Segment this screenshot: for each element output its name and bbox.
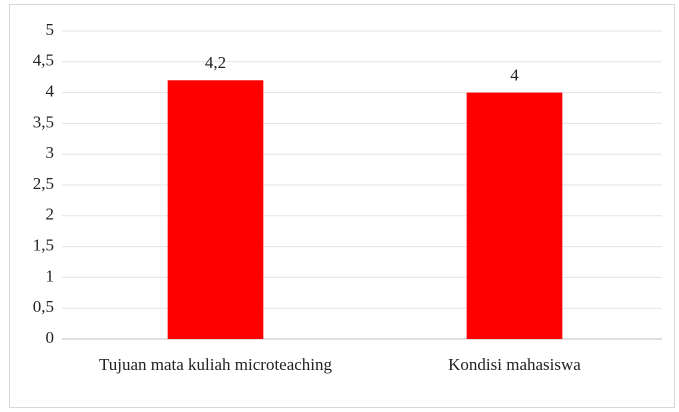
y-tick-label: 1 <box>46 266 55 285</box>
y-tick-label: 3,5 <box>33 112 54 131</box>
y-tick-label: 0,5 <box>33 297 54 316</box>
x-tick-label: Kondisi mahasiswa <box>448 355 581 374</box>
y-tick-label: 1,5 <box>33 236 54 255</box>
value-label: 4 <box>510 66 519 85</box>
y-tick-label: 2,5 <box>33 174 54 193</box>
y-tick-label: 0 <box>46 328 55 347</box>
y-tick-label: 3 <box>46 143 55 162</box>
y-tick-label: 5 <box>46 20 55 39</box>
x-tick-label: Tujuan mata kuliah microteaching <box>98 355 333 374</box>
bar <box>167 80 264 339</box>
y-tick-label: 4 <box>46 82 55 101</box>
y-tick-label: 2 <box>46 205 55 224</box>
value-label: 4,2 <box>205 53 226 72</box>
chart-frame <box>9 4 675 408</box>
bar <box>466 92 563 339</box>
y-tick-label: 4,5 <box>33 51 54 70</box>
